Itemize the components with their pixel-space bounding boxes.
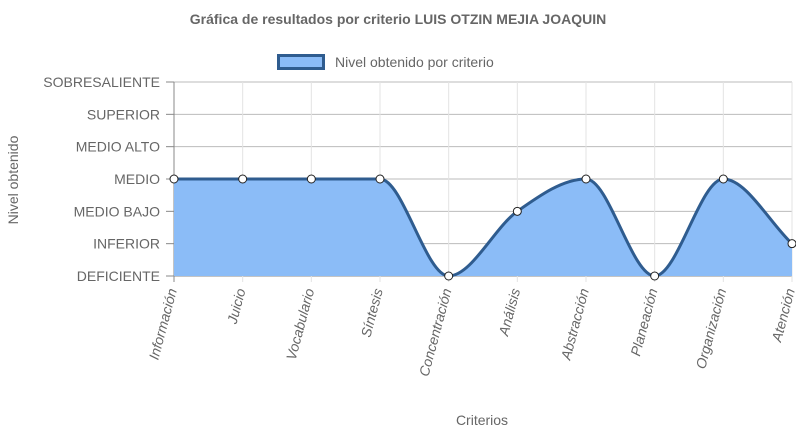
y-tick-label: MEDIO <box>114 171 160 187</box>
data-point <box>238 174 248 184</box>
data-point <box>512 206 522 216</box>
series-line <box>174 177 794 278</box>
x-tick-label: Vocabulario <box>283 286 318 361</box>
x-tick-label: Información <box>146 286 180 361</box>
data-point <box>581 174 591 184</box>
series-area <box>174 179 792 276</box>
data-point <box>444 271 454 281</box>
y-tick-label: SOBRESALIENTE <box>43 74 160 90</box>
x-tick-label: Síntesis <box>358 287 386 339</box>
y-axis-title: Nivel obtenido <box>5 135 21 224</box>
x-tick-label: Abstracción <box>557 286 592 362</box>
legend-swatch <box>277 54 325 70</box>
legend-label: Nivel obtenido por criterio <box>335 54 494 70</box>
x-tick-label: Atención <box>768 286 796 344</box>
x-tick-label: Análisis <box>495 287 523 339</box>
x-tick-label: Planeación <box>627 286 660 357</box>
x-tick-label: Concentración <box>416 286 455 378</box>
legend[interactable]: Nivel obtenido por criterio <box>277 52 494 72</box>
data-point <box>306 174 316 184</box>
x-tick-label: Organización <box>692 286 729 370</box>
x-tick-label: Juicio <box>224 286 249 326</box>
y-tick-label: DEFICIENTE <box>77 268 160 284</box>
y-tick-label: MEDIO BAJO <box>74 203 160 219</box>
chart-title: Gráfica de resultados por criterio LUIS … <box>189 11 607 27</box>
data-point <box>169 174 179 184</box>
x-axis-title: Criterios <box>456 412 508 428</box>
data-point <box>375 174 385 184</box>
data-point <box>650 271 660 281</box>
data-point <box>787 239 796 249</box>
y-tick-label: SUPERIOR <box>87 106 160 122</box>
data-point <box>718 174 728 184</box>
y-tick-label: INFERIOR <box>93 236 160 252</box>
y-tick-label: MEDIO ALTO <box>76 139 160 155</box>
